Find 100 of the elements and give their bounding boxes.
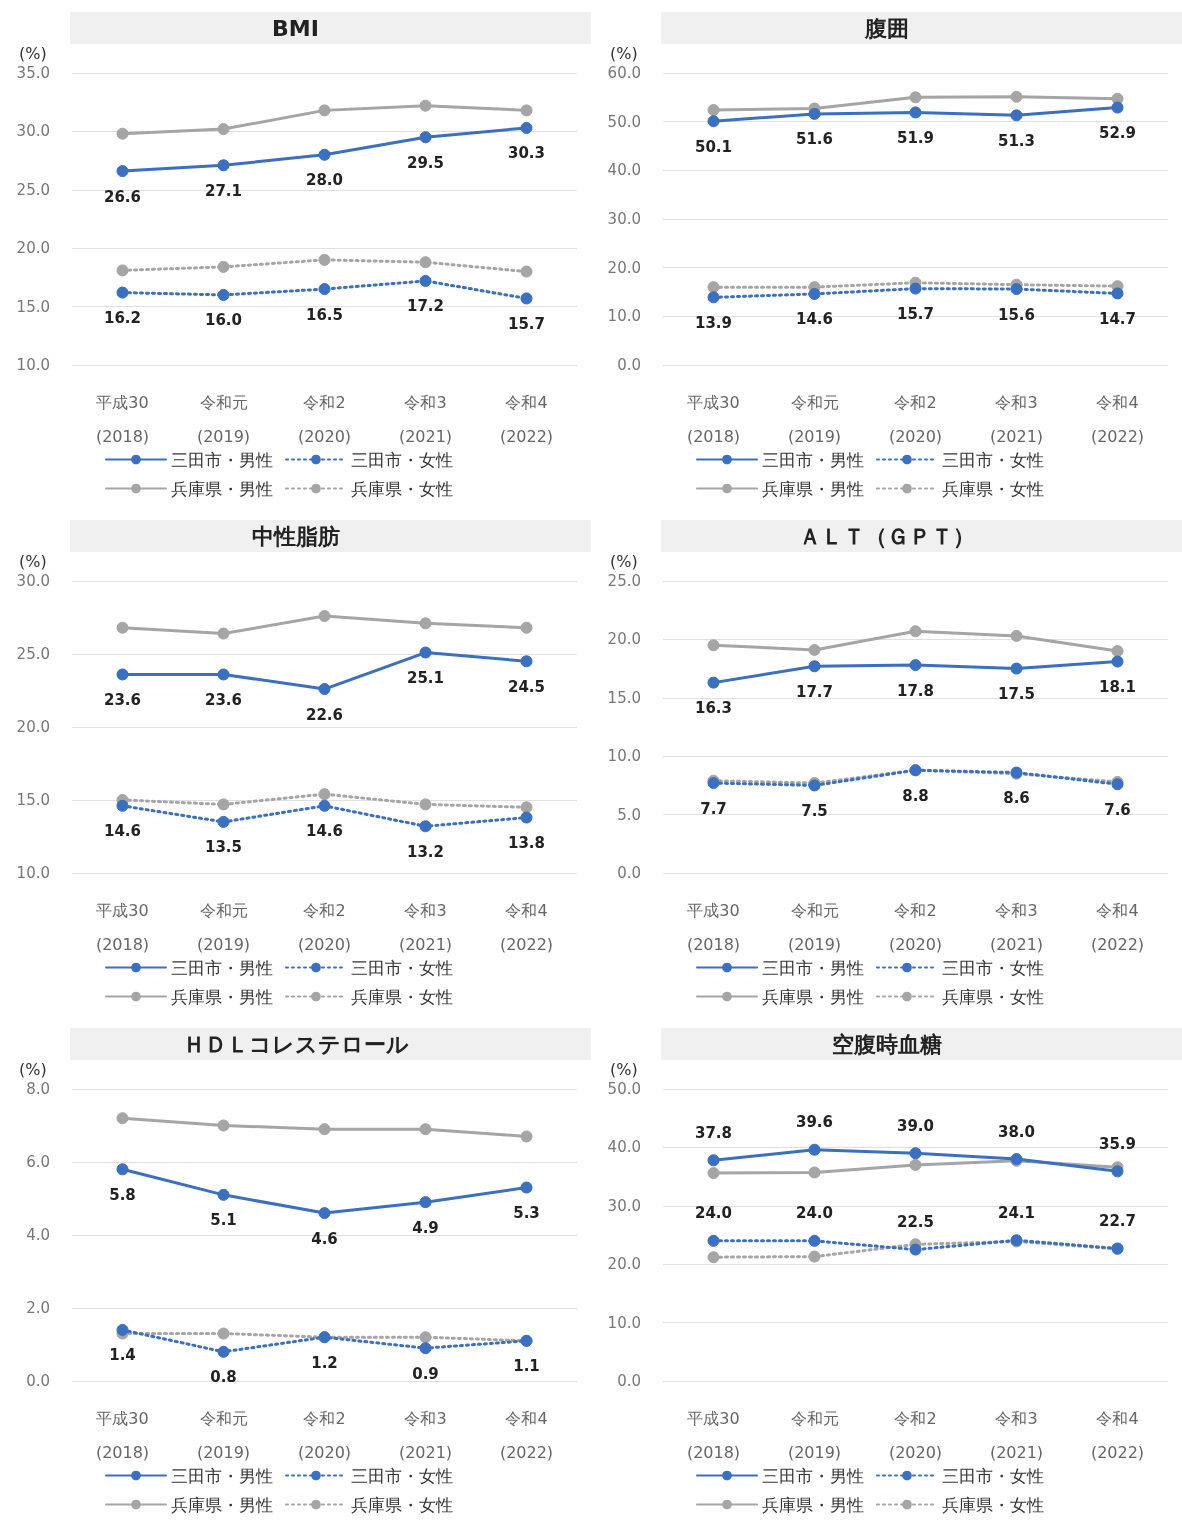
data-label: 8.6 [1003,789,1030,808]
data-label: 51.3 [997,131,1036,150]
data-label: 17.5 [997,685,1036,704]
x-tick-label: 令和3 (2021) [989,1408,1044,1462]
data-label: 13.8 [507,834,546,853]
y-tick-label: 0.0 [617,1372,641,1390]
data-label: 14.7 [1098,309,1137,328]
data-label: 37.8 [694,1123,733,1142]
data-label: 23.6 [103,690,142,709]
data-label: 26.6 [103,187,142,206]
y-tick-label: 2.0 [26,1299,50,1317]
y-axis-title: (%) [19,551,47,571]
y-tick-label: 35.0 [16,64,50,82]
y-tick-label: 40.0 [607,161,641,180]
y-tick-label: 25.0 [16,180,50,199]
y-tick-label: 20.0 [607,258,641,277]
data-label: 7.6 [1104,800,1131,819]
legend-label: 兵庫県・女性 [942,986,1044,1007]
data-label: 50.1 [694,137,733,156]
y-tick-label: 0.0 [617,864,641,882]
legend-label: 兵庫県・男性 [171,1494,273,1515]
y-tick-label: 0.0 [26,1372,50,1390]
data-label: 17.2 [406,297,445,316]
data-label: 24.0 [795,1204,834,1223]
data-label: 29.5 [406,153,445,172]
data-label: 15.6 [997,305,1036,324]
legend-label: 兵庫県・女性 [351,1494,453,1515]
x-tick-label: 令和元 (2019) [787,392,842,446]
x-tick-label: 令和2 (2020) [888,1408,943,1462]
legend-label: 三田市・女性 [942,957,1044,978]
y-tick-label: 50.0 [607,1080,641,1098]
data-label: 51.9 [896,128,935,147]
x-tick-label: 平成30 (2018) [686,1408,741,1462]
x-tick-label: 令和元 (2019) [787,900,842,954]
data-label: 5.8 [109,1185,136,1204]
x-tick-label: 令和2 (2020) [297,1408,352,1462]
legend-label: 三田市・男性 [171,1465,273,1486]
data-label: 4.6 [311,1229,338,1248]
y-axis-title: (%) [610,1059,638,1079]
data-label: 13.5 [204,838,243,857]
data-label: 1.4 [109,1346,136,1365]
x-tick-label: 令和3 (2021) [398,392,453,446]
data-label: 1.2 [311,1353,338,1372]
legend-label: 兵庫県・男性 [762,986,864,1007]
data-label: 7.7 [700,799,727,818]
x-tick-label: 令和元 (2019) [196,900,251,954]
data-label: 35.9 [1098,1134,1137,1153]
y-tick-label: 30.0 [16,122,50,141]
chart-title: ＡＬＴ（ＧＰＴ） [798,523,975,549]
x-tick-label: 令和3 (2021) [398,1408,453,1462]
data-label: 22.6 [305,705,344,724]
x-tick-label: 令和4 (2022) [1090,900,1145,954]
x-tick-label: 平成30 (2018) [686,392,741,446]
data-label: 16.5 [305,305,344,324]
data-label: 0.8 [210,1368,237,1387]
y-tick-label: 50.0 [607,112,641,131]
data-label: 16.2 [103,309,142,328]
legend-label: 兵庫県・女性 [942,478,1044,499]
data-label: 16.0 [204,311,243,330]
legend-label: 三田市・男性 [171,449,273,470]
x-tick-label: 平成30 (2018) [95,900,150,954]
y-tick-label: 10.0 [607,747,641,766]
x-tick-label: 平成30 (2018) [686,900,741,954]
x-tick-label: 令和4 (2022) [499,900,554,954]
data-label: 8.8 [902,786,929,805]
data-label: 51.6 [795,130,834,149]
data-label: 27.1 [204,181,243,200]
legend-label: 三田市・女性 [351,1465,453,1486]
legend-label: 兵庫県・女性 [351,986,453,1007]
x-tick-label: 令和元 (2019) [196,392,251,446]
data-label: 17.7 [795,682,834,701]
y-tick-label: 10.0 [16,864,50,882]
x-tick-label: 令和3 (2021) [989,392,1044,446]
y-tick-label: 25.0 [16,645,50,663]
y-axis-title: (%) [610,43,638,63]
y-tick-label: 30.0 [16,572,50,590]
chart-title: 空腹時血糖 [831,1031,942,1057]
y-tick-label: 20.0 [16,239,50,258]
data-label: 5.3 [513,1204,540,1223]
y-axis-title: (%) [19,1059,47,1079]
data-label: 30.3 [507,144,546,163]
x-tick-label: 令和2 (2020) [888,392,943,446]
y-tick-label: 6.0 [26,1153,50,1171]
data-label: 14.6 [795,310,834,329]
legend-label: 三田市・男性 [171,957,273,978]
data-label: 18.1 [1098,678,1137,697]
data-label: 16.3 [694,699,733,718]
x-tick-label: 令和2 (2020) [888,900,943,954]
y-axis-title: (%) [19,43,47,63]
data-label: 39.6 [795,1113,834,1132]
legend-label: 三田市・女性 [942,1465,1044,1486]
data-label: 14.6 [305,822,344,841]
chart-title: BMI [272,15,319,41]
x-tick-label: 令和4 (2022) [499,392,554,446]
legend-label: 兵庫県・男性 [171,986,273,1007]
data-label: 15.7 [507,314,546,333]
y-tick-label: 20.0 [16,718,50,736]
data-label: 24.0 [694,1204,733,1223]
legend-label: 三田市・男性 [762,449,864,470]
data-label: 23.6 [204,690,243,709]
